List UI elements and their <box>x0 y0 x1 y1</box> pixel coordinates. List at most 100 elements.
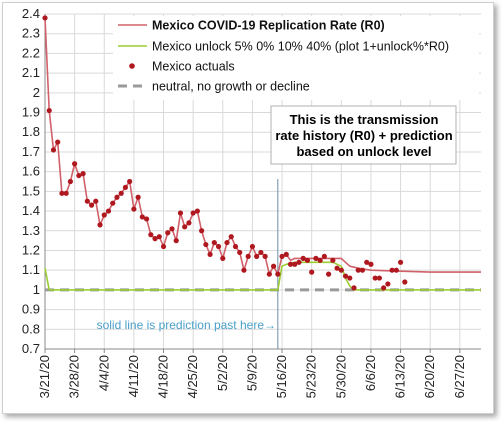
actual-point <box>245 253 251 259</box>
actual-point <box>402 279 408 285</box>
actual-point <box>249 243 256 250</box>
actual-point <box>186 220 192 226</box>
y-tick-label: 1 <box>33 282 40 297</box>
axes: 0.7 0.8 0.9 1 1.1 1.2 1.3 1.4 1.5 1.6 1.7 1.8 1.9 2 2.… <box>22 6 481 398</box>
unlock-line <box>44 261 481 291</box>
actual-point <box>330 257 336 263</box>
actual-point <box>148 232 154 238</box>
actual-point <box>326 271 332 277</box>
actual-point <box>241 267 247 273</box>
actual-point <box>220 255 226 261</box>
actual-point <box>342 273 349 279</box>
chart: 0.7 0.8 0.9 1 1.1 1.2 1.3 1.4 1.5 1.6 1.7 1.8 1.9 2 2.… <box>3 3 493 413</box>
prediction-marker-label: solid line is prediction past here→ <box>97 318 276 332</box>
x-tick-label: 5/9/20 <box>244 355 259 391</box>
y-tick-label: 2 <box>33 85 40 100</box>
actual-point <box>254 253 260 259</box>
actual-point <box>258 249 264 256</box>
y-tick-label: 2.2 <box>22 45 40 60</box>
actual-point <box>368 261 374 267</box>
actual-point <box>67 178 73 185</box>
actual-point <box>372 275 378 281</box>
x-tick-label: 4/4/20 <box>96 355 111 391</box>
x-tick-label: 3/28/20 <box>67 355 82 398</box>
x-tick-label: 5/23/20 <box>304 355 319 398</box>
y-tick-label: 1.9 <box>22 105 40 120</box>
actual-point <box>283 251 289 258</box>
actual-point <box>194 208 200 214</box>
y-tick-label: 0.9 <box>22 302 40 317</box>
x-tick-label: 5/2/20 <box>215 355 230 391</box>
actual-point <box>389 267 395 273</box>
actual-point <box>355 267 361 273</box>
actual-point <box>228 234 234 240</box>
actual-point <box>338 267 344 273</box>
y-tick-label: 2.3 <box>22 26 40 41</box>
actual-point <box>131 206 137 212</box>
actual-point <box>114 194 120 200</box>
y-tick-label: 1.6 <box>22 164 40 179</box>
x-tick-label: 5/30/20 <box>333 355 348 398</box>
actual-point <box>275 271 281 277</box>
actual-point <box>143 216 150 222</box>
actual-point <box>118 190 124 196</box>
actual-point <box>270 263 277 269</box>
y-tick-label: 1.7 <box>22 144 40 159</box>
actual-point <box>135 194 141 200</box>
actual-point <box>381 285 387 291</box>
actual-point <box>110 200 116 206</box>
y-tick-label: 1.3 <box>22 223 40 238</box>
x-tick-label: 4/18/20 <box>156 355 171 398</box>
actual-point <box>127 178 133 185</box>
actual-point <box>266 271 272 277</box>
actual-point <box>317 257 323 263</box>
actual-point <box>139 214 145 220</box>
annotation-line-1: This is the transmission <box>290 112 439 127</box>
legend-label: neutral, no growth or decline <box>152 80 310 94</box>
actual-point <box>207 251 213 258</box>
actual-point <box>105 208 112 214</box>
actual-point <box>385 281 391 287</box>
legend: Mexico COVID-19 Replication Rate (R0) Mex… <box>113 16 479 100</box>
actual-point <box>97 222 103 228</box>
actual-point <box>292 261 298 267</box>
actual-point <box>55 139 61 145</box>
actual-point <box>287 261 294 267</box>
legend-background <box>113 16 479 100</box>
y-tick-label: 1.2 <box>22 242 40 257</box>
x-tick-label: 6/6/20 <box>363 355 378 391</box>
actual-point <box>321 253 327 259</box>
y-tick-label: 0.7 <box>22 341 40 356</box>
actual-point <box>50 147 57 153</box>
x-tick-label: 3/21/20 <box>37 355 52 398</box>
actual-point <box>232 243 239 250</box>
chart-frame: 0.7 0.8 0.9 1 1.1 1.2 1.3 1.4 1.5 1.6 1.7 1.8 1.9 2 2.… <box>2 2 494 414</box>
legend-label: Mexico actuals <box>152 60 235 74</box>
actual-point <box>279 253 285 259</box>
actual-point <box>199 228 205 234</box>
actual-point <box>88 202 95 208</box>
actual-point <box>262 253 268 259</box>
y-tick-label: 1.8 <box>22 124 40 139</box>
actual-point <box>84 198 90 204</box>
actual-point <box>169 226 175 232</box>
x-tick-label: 6/27/20 <box>452 355 467 398</box>
y-tick-label: 2.4 <box>22 6 40 21</box>
actual-point <box>182 224 188 230</box>
actual-point <box>101 212 107 218</box>
actual-point <box>296 259 302 265</box>
annotation-box: This is the transmission rate history (R… <box>270 105 457 165</box>
legend-label: Mexico COVID-19 Replication Rate (R0) <box>152 19 385 33</box>
x-tick-label: 6/20/20 <box>422 355 437 398</box>
actual-point <box>42 15 48 21</box>
actual-point <box>351 285 357 291</box>
actual-point <box>80 171 86 177</box>
series-group <box>42 15 481 292</box>
actual-point <box>190 210 196 216</box>
actual-point <box>215 243 222 250</box>
actual-point <box>156 234 162 240</box>
y-tick-label: 1.4 <box>22 203 40 218</box>
y-tick-label: 2.1 <box>22 65 40 80</box>
actual-point <box>309 269 315 275</box>
actual-point <box>224 239 230 246</box>
